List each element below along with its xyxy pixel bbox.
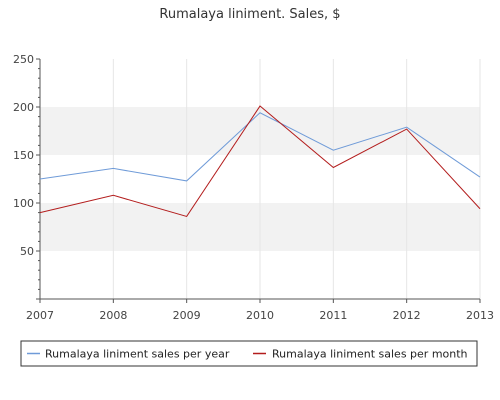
y-axis-ticks: 50 100 150 200 250 [13, 53, 34, 258]
series-line-month [39, 105, 481, 218]
x-axis-ticks: 2007 2008 2009 2010 2011 2012 2013 [26, 309, 494, 322]
legend-label-year: Rumalaya liniment sales per year [45, 348, 230, 361]
axes [36, 58, 481, 303]
x-tick-label: 2010 [246, 309, 274, 322]
legend-box [20, 340, 478, 367]
x-tick-label: 2007 [26, 309, 54, 322]
y-tick-label: 100 [13, 197, 34, 210]
legend-label-month: Rumalaya liniment sales per month [272, 348, 468, 361]
series-line-year [39, 112, 481, 182]
series-lines [39, 105, 481, 218]
vertical-gridlines [112, 59, 481, 299]
legend: Rumalaya liniment sales per year Rumalay… [20, 340, 478, 367]
chart-title: Rumalaya liniment. Sales, $ [159, 7, 340, 22]
x-tick-label: 2008 [99, 309, 127, 322]
x-tick-label: 2013 [466, 309, 494, 322]
x-tick-label: 2009 [173, 309, 201, 322]
y-tick-label: 200 [13, 101, 34, 114]
y-tick-label: 50 [20, 245, 34, 258]
y-tick-label: 250 [13, 53, 34, 66]
y-tick-label: 150 [13, 149, 34, 162]
x-tick-label: 2012 [393, 309, 421, 322]
x-tick-label: 2011 [319, 309, 347, 322]
